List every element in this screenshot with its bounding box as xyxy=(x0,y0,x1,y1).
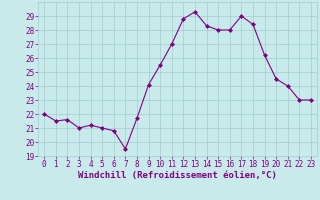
X-axis label: Windchill (Refroidissement éolien,°C): Windchill (Refroidissement éolien,°C) xyxy=(78,171,277,180)
